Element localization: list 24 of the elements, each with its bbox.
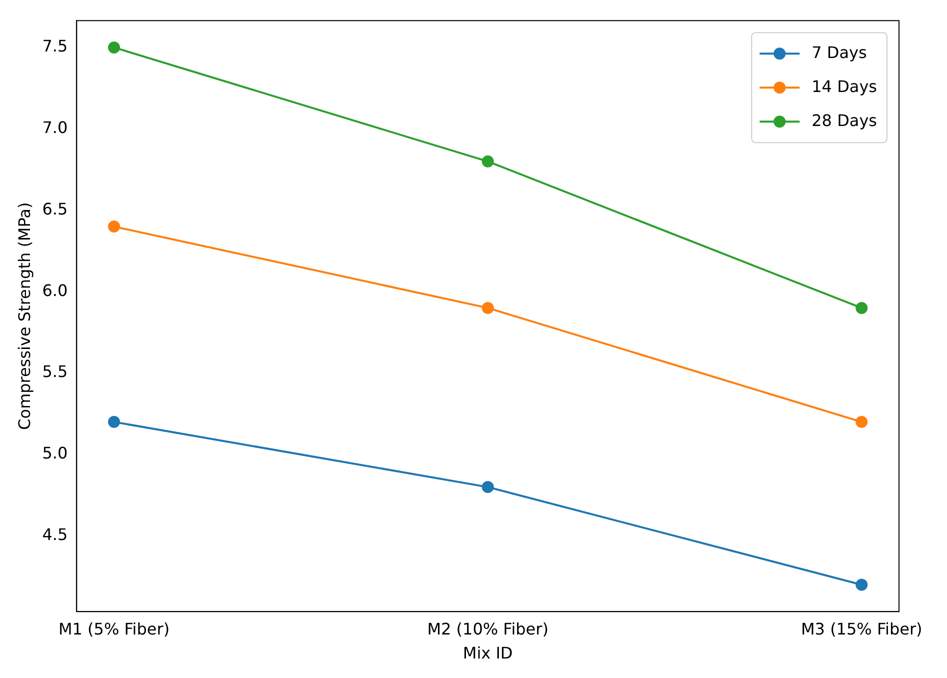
point	[856, 578, 868, 591]
point	[856, 416, 868, 428]
y-tick-label: 7.0	[42, 118, 68, 138]
y-tick-label: 6.0	[42, 280, 68, 300]
y-tick-label: 5.0	[42, 444, 68, 463]
x-axis-title: Mix ID	[462, 644, 513, 663]
y-tick-label: 4.5	[42, 525, 68, 544]
y-axis-title: Compressive Strength (MPa)	[14, 202, 34, 430]
legend-label: 14 Days	[812, 76, 877, 96]
y-tick-label: 5.5	[42, 362, 68, 382]
legend-label: 7 Days	[812, 42, 867, 62]
y-tick-label: 7.5	[42, 36, 68, 56]
point	[108, 416, 120, 428]
point	[856, 302, 868, 314]
x-tick-label: M3 (15% Fiber)	[800, 619, 922, 638]
point	[482, 302, 494, 314]
x-tick-label: M2 (10% Fiber)	[427, 619, 548, 638]
point	[108, 220, 120, 233]
point	[482, 481, 494, 494]
x-tick-label: M1 (5% Fiber)	[58, 619, 170, 638]
point	[108, 41, 120, 54]
point	[482, 155, 494, 168]
y-tick-label: 6.5	[42, 199, 68, 218]
legend-label: 28 Days	[812, 110, 877, 130]
